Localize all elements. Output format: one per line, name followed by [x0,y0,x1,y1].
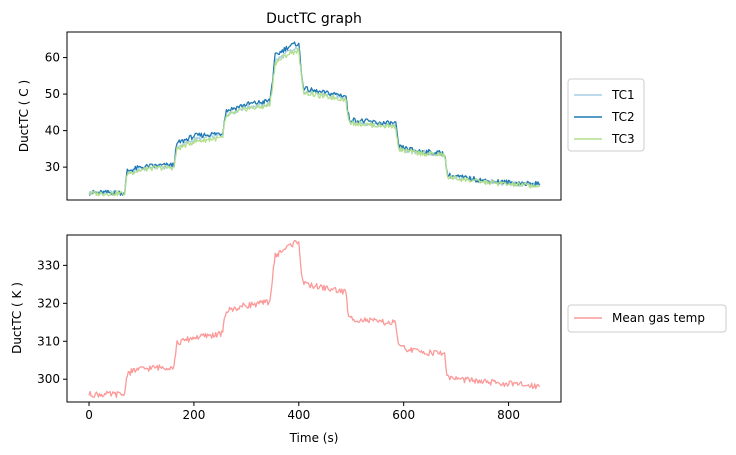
top-y-axis-label: DuctTC ( C ) [17,80,31,152]
legend-label-tc3: TC3 [611,132,635,146]
bottom-y-ticks: 300 310 320 330 [37,258,67,386]
y-tick-label: 330 [37,258,60,272]
x-tick-label: 0 [85,408,93,422]
top-legend: TC1 TC2 TC3 [567,78,645,152]
y-tick-label: 40 [45,124,60,138]
y-tick-label: 60 [45,51,60,65]
top-y-ticks: 30 40 50 60 [45,51,67,174]
series-line-tc1 [88,46,541,196]
bottom-legend: Mean gas temp [567,304,727,333]
bottom-x-ticks: 0 200 400 600 800 [85,402,520,422]
bottom-plot-frame [66,234,562,403]
bottom-series-group [88,239,541,399]
legend-label-tc2: TC2 [611,110,635,124]
bottom-y-axis-label: DuctTC ( K ) [10,282,24,354]
chart-title: DuctTC graph [266,11,362,27]
y-tick-label: 50 [45,87,60,101]
x-tick-label: 200 [182,408,205,422]
y-tick-label: 300 [37,372,60,386]
y-tick-label: 30 [45,160,60,174]
series-line-tc2 [88,41,540,196]
top-legend-frame [567,78,645,152]
y-tick-label: 320 [37,296,60,310]
legend-label-mean-gas-temp: Mean gas temp [612,311,705,325]
y-tick-label: 310 [37,334,60,348]
x-tick-label: 400 [287,408,310,422]
series-line-tc3 [88,47,541,197]
legend-label-tc1: TC1 [611,88,635,102]
x-tick-label: 600 [392,408,415,422]
x-axis-label: Time (s) [289,431,339,445]
bottom-legend-frame [567,304,727,333]
series-line-mean-gas-temp [88,239,541,399]
top-plot-frame [66,31,562,201]
top-subplot: DuctTC graph 30 40 50 60 DuctTC ( C ) TC1 T… [17,11,645,201]
top-series-group [88,41,541,197]
x-tick-label: 800 [497,408,520,422]
